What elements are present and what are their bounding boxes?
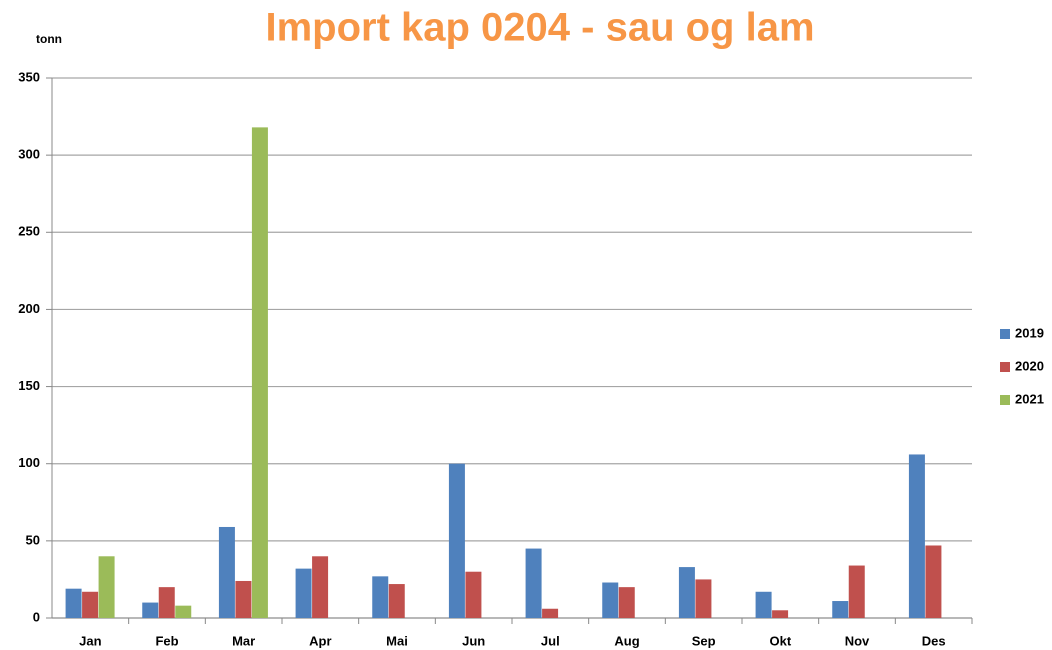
y-tick-label: 350	[18, 69, 40, 84]
bar	[142, 602, 159, 618]
bar	[98, 556, 115, 618]
bar	[908, 454, 925, 618]
x-tick-label: Aug	[614, 633, 639, 648]
x-tick-label: Sep	[692, 633, 716, 648]
bar	[218, 526, 235, 618]
legend-label: 2020	[1015, 358, 1044, 373]
bar	[925, 545, 942, 618]
bar	[295, 568, 312, 618]
x-tick-label: Nov	[845, 633, 870, 648]
bar	[312, 556, 329, 618]
bar	[372, 576, 389, 618]
legend-swatch	[1000, 329, 1010, 339]
bar	[695, 579, 712, 618]
x-tick-label: Jun	[462, 633, 485, 648]
bar	[832, 601, 849, 618]
y-tick-label: 100	[18, 455, 40, 470]
legend-swatch	[1000, 395, 1010, 405]
bar	[235, 580, 252, 618]
x-tick-label: Feb	[155, 633, 178, 648]
bar	[388, 584, 405, 618]
bar	[65, 588, 82, 618]
bar	[602, 582, 619, 618]
y-tick-label: 200	[18, 301, 40, 316]
x-tick-label: Des	[922, 633, 946, 648]
bar	[678, 567, 695, 618]
bar	[542, 608, 559, 618]
bar	[175, 605, 192, 618]
bar	[848, 565, 865, 618]
x-tick-label: Okt	[769, 633, 791, 648]
x-tick-label: Mar	[232, 633, 255, 648]
x-tick-label: Jul	[541, 633, 560, 648]
y-tick-label: 300	[18, 147, 40, 162]
chart-title: Import kap 0204 - sau og lam	[265, 6, 814, 50]
bar	[465, 571, 482, 618]
x-tick-label: Mai	[386, 633, 408, 648]
bar	[755, 591, 772, 618]
bar	[772, 610, 789, 618]
bar	[82, 591, 99, 618]
bar	[251, 127, 268, 618]
legend-swatch	[1000, 362, 1010, 372]
legend-label: 2021	[1015, 391, 1044, 406]
bar	[158, 587, 175, 618]
y-axis-label: tonn	[36, 32, 62, 46]
bar	[618, 587, 635, 618]
bar	[448, 463, 465, 618]
y-tick-label: 250	[18, 224, 40, 239]
x-tick-label: Jan	[79, 633, 101, 648]
y-tick-label: 150	[18, 378, 40, 393]
x-tick-label: Apr	[309, 633, 331, 648]
y-tick-label: 0	[33, 609, 40, 624]
y-tick-label: 50	[26, 532, 40, 547]
bar	[525, 548, 542, 618]
legend-label: 2019	[1015, 325, 1044, 340]
